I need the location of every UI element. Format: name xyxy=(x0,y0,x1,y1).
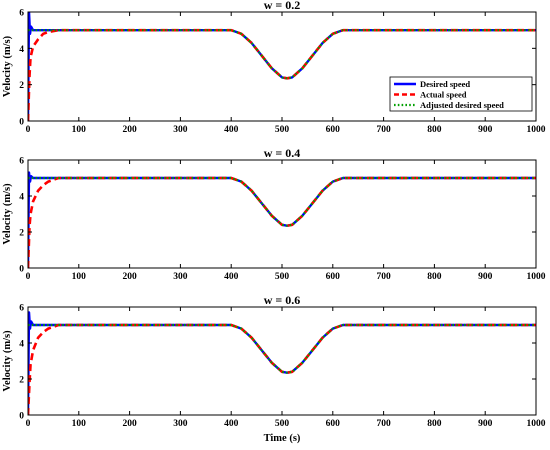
chart-panel-1: 0 100 200 300 400 500 600 700 800 900 1000 0 2 4 6 w = … xyxy=(2,0,546,135)
y-tick-label: 2 xyxy=(19,376,24,386)
y-tick-label: 0 xyxy=(19,265,24,275)
series-line-desired-speed xyxy=(28,171,536,268)
plot-area xyxy=(28,171,536,268)
x-tick-label: 100 xyxy=(72,419,87,429)
x-tick-label: 900 xyxy=(478,125,493,135)
legend-label: Desired speed xyxy=(420,79,470,89)
chart-title: w = 0.6 xyxy=(264,293,301,307)
y-tick-label: 0 xyxy=(19,118,24,128)
x-tick-label: 900 xyxy=(478,419,493,429)
x-tick-label: 200 xyxy=(122,125,137,135)
x-tick-label: 700 xyxy=(376,125,391,135)
series-line-desired-speed xyxy=(28,311,536,415)
y-tick-label: 2 xyxy=(19,229,24,239)
legend-label: Actual speed xyxy=(420,90,467,100)
x-tick-label: 600 xyxy=(326,272,341,282)
x-tick-label: 400 xyxy=(224,272,239,282)
x-tick-label: 500 xyxy=(275,419,290,429)
x-axis-label: Time (s) xyxy=(264,433,301,444)
plot-area xyxy=(28,12,536,121)
y-tick-label: 4 xyxy=(19,193,24,203)
chart-panel-3: 0 100 200 300 400 500 600 700 800 900 1000 0 2 4 6 w = … xyxy=(2,293,546,444)
x-tick-label: 800 xyxy=(427,419,442,429)
x-tick-label: 400 xyxy=(224,419,239,429)
x-tick-label: 700 xyxy=(376,419,391,429)
y-tick-label: 2 xyxy=(19,81,24,91)
chart-panel-2: 0 100 200 300 400 500 600 700 800 900 1000 0 2 4 6 w = … xyxy=(2,146,546,282)
y-tick-label: 4 xyxy=(19,45,24,55)
plot-area xyxy=(28,311,536,415)
series-line-adjusted-desired-speed xyxy=(28,29,536,80)
x-tick-label: 600 xyxy=(326,125,341,135)
chart-title: w = 0.4 xyxy=(264,146,301,160)
legend-label: Adjusted desired speed xyxy=(420,100,504,110)
series-line-adjusted-desired-speed xyxy=(28,176,536,227)
x-tick-label: 300 xyxy=(173,272,188,282)
x-tick-label: 700 xyxy=(376,272,391,282)
x-tick-label: 500 xyxy=(275,272,290,282)
x-tick-label: 100 xyxy=(72,272,87,282)
x-tick-label: 100 xyxy=(72,125,87,135)
x-tick-label: 800 xyxy=(427,125,442,135)
x-tick-label: 300 xyxy=(173,125,188,135)
y-axis-label: Velocity (m/s) xyxy=(2,183,13,245)
y-tick-label: 0 xyxy=(19,412,24,422)
series-line-adjusted-desired-speed xyxy=(28,323,536,374)
x-tick-label: 800 xyxy=(427,272,442,282)
y-axis-label: Velocity (m/s) xyxy=(2,35,13,97)
series-line-actual-speed xyxy=(28,176,536,268)
y-tick-label: 6 xyxy=(19,304,24,314)
y-tick-label: 6 xyxy=(19,9,24,19)
x-tick-label: 200 xyxy=(122,419,137,429)
x-tick-label: 300 xyxy=(173,419,188,429)
x-tick-label: 1000 xyxy=(527,125,546,135)
y-axis-label: Velocity (m/s) xyxy=(2,330,13,392)
series-line-actual-speed xyxy=(28,323,536,415)
x-tick-label: 0 xyxy=(26,272,31,282)
x-tick-label: 0 xyxy=(26,419,31,429)
x-tick-label: 600 xyxy=(326,419,341,429)
x-tick-label: 1000 xyxy=(527,272,546,282)
x-tick-label: 1000 xyxy=(527,419,546,429)
y-tick-label: 4 xyxy=(19,340,24,350)
axes-box xyxy=(27,306,537,416)
x-tick-label: 0 xyxy=(26,125,31,135)
x-tick-label: 900 xyxy=(478,272,493,282)
axes-box xyxy=(27,159,537,269)
x-tick-label: 400 xyxy=(224,125,239,135)
x-tick-label: 500 xyxy=(275,125,290,135)
y-tick-label: 6 xyxy=(19,157,24,167)
x-tick-label: 200 xyxy=(122,272,137,282)
chart-title: w = 0.2 xyxy=(264,0,301,12)
